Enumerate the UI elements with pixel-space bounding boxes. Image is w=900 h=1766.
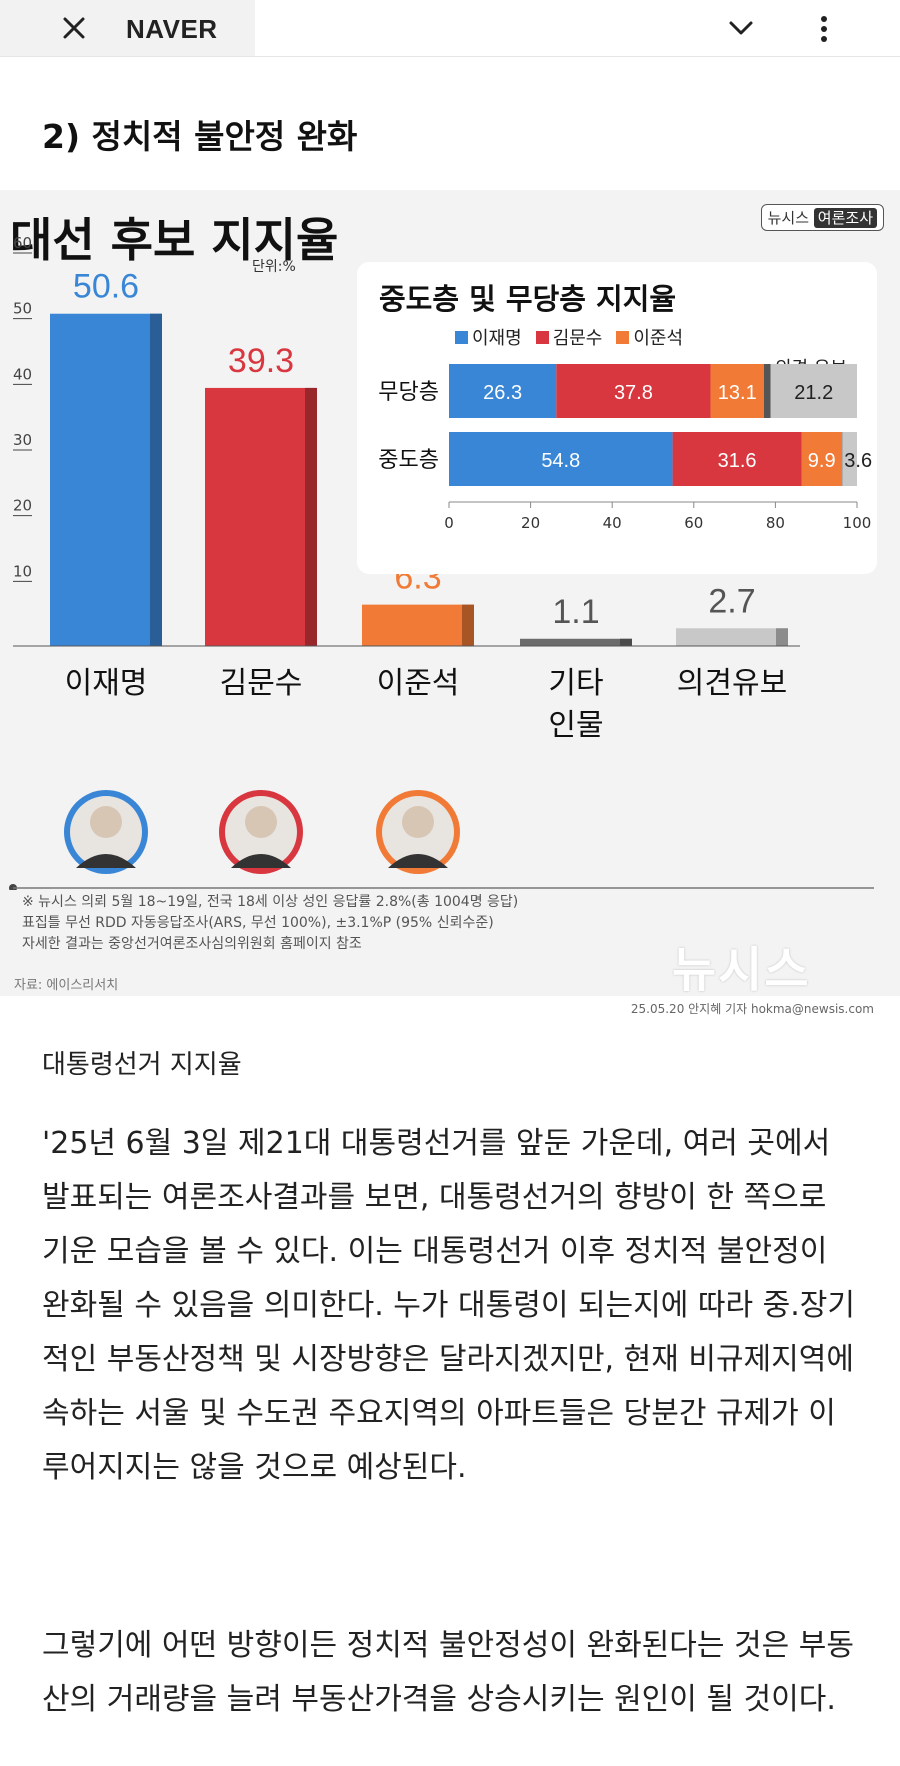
x-tick-label: 40: [603, 514, 622, 532]
category-label: 김문수: [220, 666, 303, 701]
browser-top-bar: NAVER: [0, 0, 900, 57]
avatar-suit: [388, 854, 448, 868]
bar-value-label: 1.1: [552, 593, 599, 631]
stacked-bar-chart: 무당층 26.3 37.8 13.1 21.2 중도층 54.8 31.6 9.9 3.6 0 20 4…: [378, 364, 872, 532]
poll-infographic: 대선 후보 지지율 뉴시스 여론조사 단위:% 10 20 30 40 50 60 50.6…: [0, 190, 900, 998]
legend-label: 이준석: [633, 328, 684, 349]
tab-area: [0, 0, 255, 56]
footnote-line: ※ 뉴시스 의뢰 5월 18~19일, 전국 18세 이상 성인 응답률 2.8…: [22, 894, 519, 910]
x-tick-label: 60: [684, 514, 703, 532]
avatar-head: [90, 806, 122, 838]
category-label: 인물: [548, 708, 603, 743]
segment-value-label: 13.1: [718, 382, 757, 404]
section-heading: 2) 정치적 불안정 완화: [42, 117, 358, 156]
footnote-line: 표집틀 무선 RDD 자동응답조사(ARS, 무선 100%), ±3.1%P …: [22, 915, 494, 931]
row-label: 무당층: [378, 380, 439, 405]
avatar-head: [402, 806, 434, 838]
stacked-segment: [556, 364, 711, 418]
inset-chart-title: 중도층 및 무당층 지지율: [379, 282, 677, 316]
stacked-segment: [449, 432, 673, 486]
segment-value-label: 31.6: [718, 450, 757, 472]
legend-item: 이재명: [455, 324, 522, 350]
bar: [205, 387, 317, 646]
image-caption: 대통령선거 지지율: [42, 1050, 242, 1080]
bar: [676, 628, 788, 646]
y-tick-label: 50: [13, 300, 32, 318]
category-label: 의견유보: [677, 666, 787, 701]
data-source: 자료: 에이스리서치: [14, 978, 119, 993]
stacked-segment: [710, 364, 764, 418]
bar: [520, 638, 632, 646]
y-tick-label: 40: [13, 365, 32, 383]
more-vertical-icon[interactable]: [814, 14, 834, 44]
footnote-line: 자세한 결과는 중앙선거여론조사심의위원회 홈페이지 참조: [22, 936, 362, 952]
divider-dot: [9, 884, 17, 890]
inset-legend: 이재명 김문수 이준석: [455, 324, 683, 350]
stacked-segment: [770, 364, 857, 418]
bar-value-label: 2.7: [708, 582, 755, 620]
stacked-segment: [763, 364, 771, 418]
segment-value-label: 54.8: [541, 450, 580, 472]
y-tick-label: 30: [13, 431, 32, 449]
bar-value-label: 50.6: [73, 268, 139, 306]
bar-shade: [776, 628, 788, 646]
infographic-title: 대선 후보 지지율: [10, 213, 339, 267]
bar-value-label: 39.3: [228, 342, 294, 380]
segment-value-label: 3.6: [844, 450, 872, 472]
category-label: 이준석: [377, 666, 460, 701]
category-label: 기타: [548, 666, 603, 701]
legend-item: 이준석: [616, 324, 683, 350]
inset-chart-panel: 중도층 및 무당층 지지율 이재명 김문수 이준석 의견 유보 무당층26.33…: [357, 262, 877, 574]
x-tick-label: 0: [444, 514, 454, 532]
row-label: 중도층: [378, 448, 439, 473]
main-bar-chart: 10203040506050.6이재명39.3김문수6.3이준석1.1기타인물2…: [9, 234, 874, 890]
segment-value-label: 21.2: [794, 382, 833, 404]
image-credit: 25.05.20 안지혜 기자 hokma@newsis.com: [630, 1002, 874, 1016]
x-tick-label: 20: [521, 514, 540, 532]
avatar-suit: [76, 854, 136, 868]
bar-shade: [462, 604, 474, 646]
newsis-logo: 뉴시스: [672, 942, 811, 998]
unit-label: 단위:%: [252, 259, 296, 275]
legend-label: 이재명: [472, 328, 522, 349]
stacked-segment: [841, 432, 843, 486]
article-paragraph: 그렇기에 어떤 방향이든 정치적 불안정성이 완화된다는 것은 부동산의 거래량…: [42, 1628, 854, 1717]
stacked-segment: [842, 432, 857, 486]
bar: [362, 604, 474, 646]
survey-footnote: ※ 뉴시스 의뢰 5월 18~19일, 전국 18세 이상 성인 응답률 2.8…: [22, 892, 518, 955]
avatar-head: [245, 806, 277, 838]
bar-shade: [620, 638, 632, 646]
y-tick-label: 10: [13, 562, 32, 580]
bar-shade: [150, 313, 162, 646]
article-paragraph: '25년 6월 3일 제21대 대통령선거를 앞둔 가운데, 여러 곳에서 발표…: [42, 1126, 855, 1485]
y-tick-label: 20: [13, 497, 32, 515]
segment-value-label: 37.8: [614, 382, 653, 404]
bar: [50, 313, 162, 646]
legend-label: 김문수: [552, 328, 603, 349]
x-tick-label: 100: [843, 514, 872, 532]
brand-tag: 여론조사: [813, 208, 877, 228]
browser-title: NAVER: [126, 14, 218, 44]
stacked-segment: [449, 364, 557, 418]
close-icon[interactable]: [58, 12, 90, 44]
brand-badge: 뉴시스 여론조사: [760, 204, 884, 231]
x-tick-label: 80: [766, 514, 785, 532]
y-tick-label: 60: [13, 234, 32, 252]
category-label: 이재명: [65, 666, 148, 701]
stacked-segment: [801, 432, 842, 486]
bar-shade: [305, 387, 317, 646]
brand-name: 뉴시스: [767, 209, 810, 227]
segment-value-label: 26.3: [483, 382, 522, 404]
chevron-down-icon[interactable]: [728, 18, 754, 38]
stacked-segment: [672, 432, 802, 486]
avatar-suit: [231, 854, 291, 868]
legend-item: 김문수: [535, 324, 603, 350]
segment-value-label: 9.9: [808, 450, 836, 472]
